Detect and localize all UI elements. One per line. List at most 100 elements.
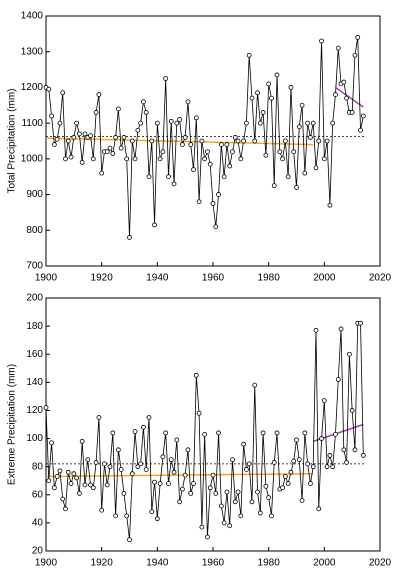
data-point — [85, 457, 91, 463]
data-point — [90, 485, 96, 491]
data-point — [335, 45, 341, 51]
data-point — [68, 154, 74, 160]
data-point — [57, 120, 63, 126]
data-point — [274, 430, 280, 436]
data-point — [46, 478, 52, 484]
data-point — [205, 149, 210, 155]
data-point — [299, 102, 305, 108]
data-point — [90, 156, 96, 162]
data-point — [74, 120, 80, 126]
data-point — [252, 138, 258, 144]
data-point — [88, 133, 93, 139]
data-point — [333, 92, 338, 97]
data-point — [43, 405, 49, 411]
data-point — [171, 469, 177, 475]
data-point — [310, 120, 316, 126]
data-point — [79, 160, 85, 165]
data-point — [260, 430, 266, 436]
data-point — [224, 142, 230, 147]
y-tick-label: 1000 — [21, 153, 44, 164]
data-point — [355, 35, 361, 40]
data-point — [182, 472, 188, 478]
data-point — [65, 469, 71, 475]
data-point — [185, 99, 191, 105]
data-point — [319, 38, 324, 44]
data-point — [238, 513, 244, 519]
data-point — [358, 127, 363, 133]
data-point — [141, 99, 146, 105]
data-point — [146, 174, 152, 180]
data-point — [51, 485, 57, 491]
data-point — [121, 490, 127, 496]
data-point — [174, 437, 180, 443]
data-point — [49, 440, 54, 446]
data-point — [210, 472, 216, 478]
data-point — [160, 454, 166, 460]
data-point — [77, 131, 82, 137]
data-point — [74, 475, 80, 481]
data-point — [243, 120, 249, 126]
data-point — [263, 152, 269, 158]
data-point — [235, 138, 241, 144]
data-point — [149, 509, 155, 515]
data-point — [230, 149, 235, 155]
data-point — [99, 170, 105, 176]
y-tick-label: 1200 — [21, 82, 44, 93]
data-point — [179, 486, 185, 492]
data-point — [82, 482, 88, 488]
x-tick-label: 2020 — [369, 558, 392, 569]
x-tick-label: 2000 — [313, 273, 336, 284]
data-point — [121, 135, 127, 140]
data-point — [246, 52, 252, 58]
y-tick-label: 180 — [26, 321, 43, 332]
data-point — [257, 510, 263, 516]
y-tick-label: 800 — [26, 225, 43, 236]
data-point — [207, 161, 213, 167]
data-point — [282, 474, 288, 479]
data-point — [246, 461, 252, 467]
data-point — [346, 351, 352, 357]
y-tick-label: 200 — [26, 293, 43, 304]
data-point — [54, 474, 60, 479]
data-point — [157, 481, 163, 486]
data-point — [138, 120, 144, 126]
data-point — [79, 438, 85, 444]
data-point — [60, 90, 66, 96]
data-point — [305, 120, 311, 126]
data-point — [174, 120, 180, 126]
data-point — [360, 113, 366, 119]
trend-line — [45, 472, 314, 478]
data-point — [104, 149, 110, 155]
data-point — [319, 436, 324, 441]
x-tick-label: 1980 — [258, 273, 281, 284]
data-point — [135, 464, 141, 470]
data-point — [191, 167, 196, 172]
data-point — [188, 490, 194, 496]
data-point — [330, 120, 336, 126]
data-point — [113, 135, 118, 140]
data-point — [330, 464, 336, 470]
x-tick-label: 1920 — [91, 273, 114, 284]
data-point — [196, 410, 202, 416]
data-point — [302, 170, 308, 176]
x-tick-label: 1960 — [202, 558, 225, 569]
data-point — [93, 460, 99, 465]
data-point — [110, 430, 116, 436]
data-point — [299, 497, 305, 503]
data-point — [296, 124, 302, 130]
plot-frame — [45, 297, 381, 552]
data-point — [360, 453, 366, 458]
data-point — [49, 113, 54, 119]
data-point — [157, 156, 163, 162]
data-point — [313, 165, 319, 171]
data-point — [280, 156, 285, 162]
data-point — [316, 138, 322, 144]
data-point — [308, 135, 313, 140]
data-point — [255, 489, 260, 495]
data-point — [132, 429, 138, 434]
data-point — [110, 151, 116, 156]
x-tick-label: 1920 — [91, 558, 114, 569]
data-point — [216, 192, 221, 197]
y-tick-label: 100 — [26, 433, 43, 444]
data-point — [166, 481, 171, 486]
